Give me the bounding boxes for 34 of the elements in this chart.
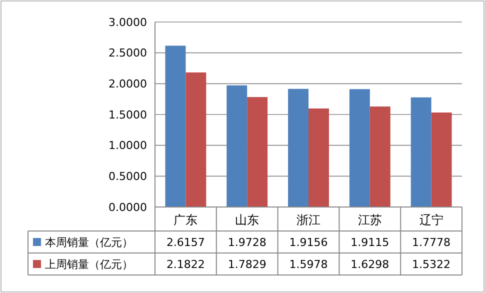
data-label: 1.9156 [289, 236, 328, 249]
bar [370, 106, 390, 207]
bar [226, 85, 248, 207]
y-tick-label: 2.0000 [108, 78, 147, 91]
y-tick-label: 2.5000 [108, 46, 147, 60]
bar [431, 112, 452, 207]
bar [410, 97, 432, 207]
data-label: 1.7778 [412, 236, 451, 249]
legend-label: 本周销量（亿元） [45, 236, 133, 249]
x-tick-label: 江苏 [358, 213, 382, 228]
data-label: 1.9728 [228, 236, 266, 249]
y-tick-label: 1.0000 [108, 139, 147, 152]
x-tick-label: 山东 [235, 213, 260, 228]
data-label: 1.7829 [228, 258, 266, 271]
legend-label: 上周销量（亿元） [45, 258, 133, 271]
bar [186, 72, 206, 207]
x-tick-label: 浙江 [296, 213, 320, 228]
bar [308, 108, 329, 207]
data-label: 1.6298 [350, 258, 390, 271]
y-tick-label: 0.5000 [108, 170, 147, 184]
data-label: 2.1822 [166, 258, 205, 271]
x-tick-label: 辽宁 [419, 213, 444, 228]
bar [165, 46, 186, 207]
bar [349, 89, 370, 207]
data-label: 1.5978 [289, 258, 328, 271]
y-tick-label: 3.0000 [108, 16, 147, 29]
bar [247, 97, 268, 207]
y-tick-label: 0.0000 [108, 200, 147, 214]
y-tick-label: 1.5000 [108, 108, 147, 122]
data-label: 2.6157 [166, 236, 205, 249]
x-tick-label: 广东 [174, 213, 198, 228]
data-label: 1.5322 [412, 258, 451, 271]
data-label: 1.9115 [350, 236, 390, 249]
bar [288, 88, 308, 207]
